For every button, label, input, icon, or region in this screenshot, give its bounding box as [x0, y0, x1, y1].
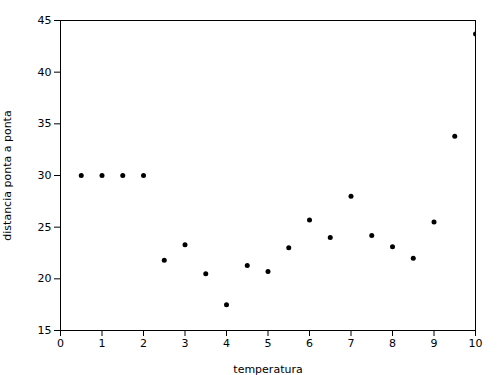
svg-text:5: 5 [265, 337, 272, 350]
svg-text:40: 40 [38, 66, 52, 79]
svg-text:8: 8 [389, 337, 396, 350]
svg-text:distancia ponta a ponta: distancia ponta a ponta [1, 110, 14, 240]
svg-text:25: 25 [38, 221, 52, 234]
svg-text:15: 15 [38, 324, 52, 337]
svg-text:1: 1 [99, 337, 106, 350]
svg-text:30: 30 [38, 169, 52, 182]
svg-text:2: 2 [140, 337, 147, 350]
svg-text:4: 4 [223, 337, 230, 350]
svg-text:3: 3 [182, 337, 189, 350]
svg-text:35: 35 [38, 117, 52, 130]
svg-text:temperatura: temperatura [233, 363, 302, 375]
svg-text:0: 0 [57, 337, 64, 350]
svg-text:6: 6 [306, 337, 313, 350]
svg-text:9: 9 [431, 337, 438, 350]
svg-text:20: 20 [38, 272, 52, 285]
svg-text:45: 45 [38, 14, 52, 27]
svg-text:7: 7 [348, 337, 355, 350]
svg-text:10: 10 [469, 337, 483, 350]
